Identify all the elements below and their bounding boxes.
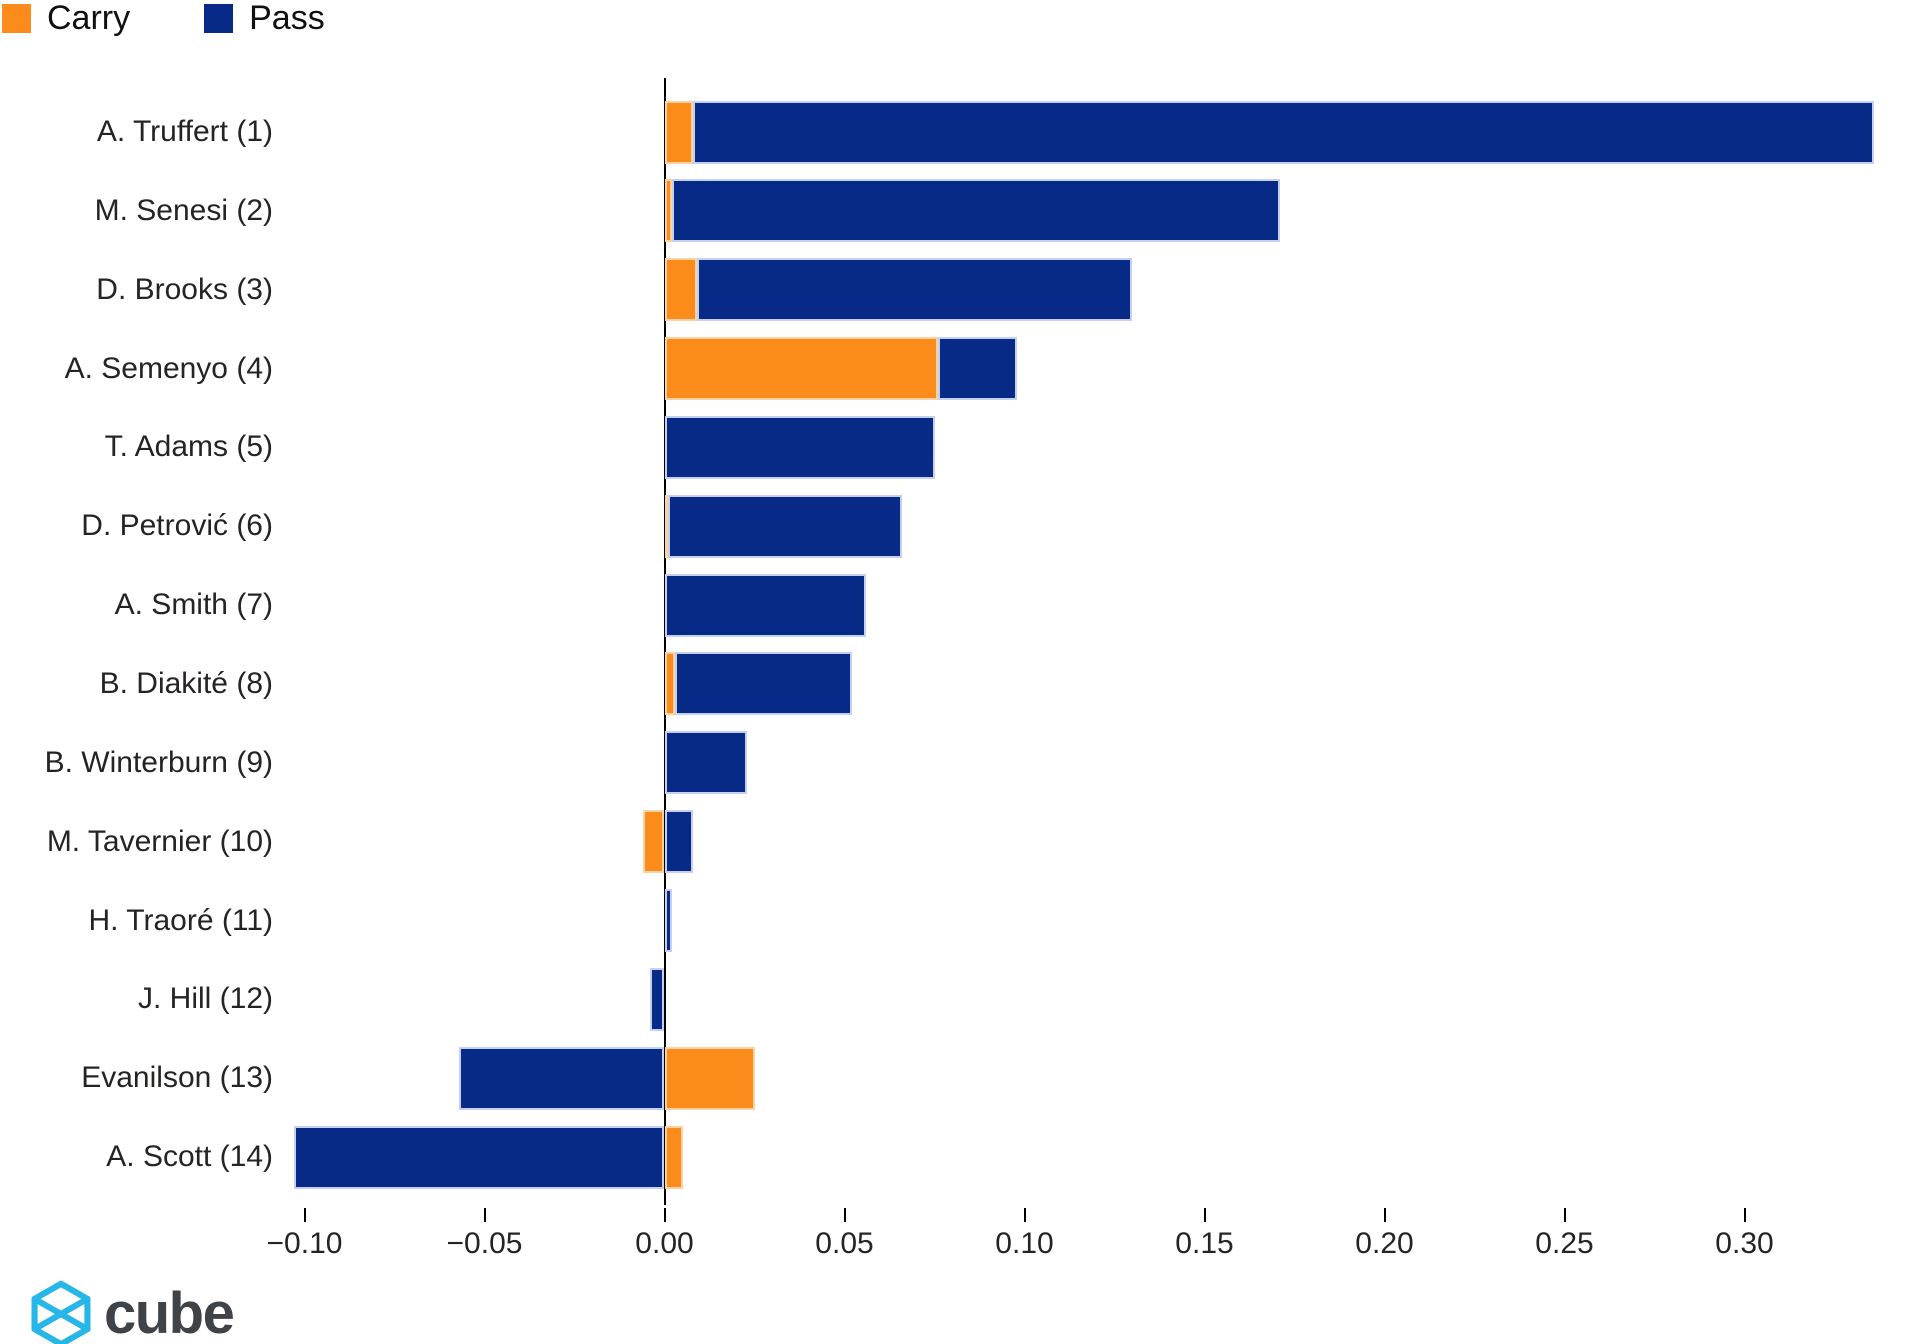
bar-segment-pass[interactable] (938, 337, 1018, 401)
bar-segment-pass[interactable] (664, 415, 935, 479)
bar-segment-carry[interactable] (664, 179, 672, 243)
x-tick-label: 0.05 (815, 1227, 874, 1260)
legend-item-carry[interactable]: Carry (2, 1, 130, 35)
x-tick-mark (1383, 1208, 1386, 1222)
category-label: B. Diakité (8) (99, 666, 273, 700)
bar-segment-carry[interactable] (664, 1125, 683, 1189)
x-tick-label: 0.00 (635, 1227, 694, 1260)
bar-segment-pass[interactable] (671, 179, 1281, 243)
x-tick-mark (1203, 1208, 1206, 1222)
legend-label-carry: Carry (47, 0, 131, 37)
category-label: A. Scott (14) (106, 1140, 273, 1174)
legend-label-pass: Pass (249, 0, 325, 37)
cube-wireframe-icon (31, 1280, 91, 1344)
x-tick-mark (1563, 1208, 1566, 1222)
category-label: D. Brooks (3) (96, 272, 273, 306)
bar-segment-carry[interactable] (642, 810, 665, 874)
bar-segment-carry[interactable] (664, 1046, 755, 1110)
bar-segment-pass[interactable] (664, 810, 694, 874)
x-tick-label: −0.05 (446, 1227, 523, 1260)
bar-segment-pass[interactable] (693, 100, 1875, 164)
bar-segment-pass[interactable] (664, 731, 748, 795)
bar-segment-pass[interactable] (293, 1125, 665, 1189)
logo-wordmark: cube (104, 1281, 235, 1344)
zero-axis-line (663, 78, 666, 1205)
legend-item-pass[interactable]: Pass (204, 1, 325, 35)
x-tick-mark (663, 1208, 666, 1222)
bar-segment-pass[interactable] (459, 1046, 665, 1110)
category-label: M. Tavernier (10) (46, 824, 273, 858)
category-label: B. Winterburn (9) (44, 745, 273, 779)
bar-segment-pass[interactable] (696, 258, 1133, 322)
bar-segment-pass[interactable] (650, 967, 665, 1031)
carry-swatch-icon (2, 3, 31, 33)
x-tick-mark (1743, 1208, 1746, 1222)
category-label: M. Senesi (2) (94, 193, 273, 227)
x-tick-label: −0.10 (266, 1227, 343, 1260)
pass-swatch-icon (204, 3, 234, 33)
x-tick-label: 0.10 (995, 1227, 1054, 1260)
x-tick-mark (303, 1208, 306, 1222)
x-tick-mark (1023, 1208, 1026, 1222)
bar-segment-carry[interactable] (664, 258, 697, 322)
bar-segment-carry[interactable] (664, 100, 694, 164)
x-tick-label: 0.15 (1175, 1227, 1234, 1260)
bar-segment-pass[interactable] (664, 889, 672, 952)
category-label: Evanilson (13) (81, 1061, 273, 1095)
bar-segment-carry[interactable] (664, 494, 669, 558)
x-tick-mark (843, 1208, 846, 1222)
cube-logo: cube (30, 1280, 235, 1344)
bar-segment-pass[interactable] (675, 652, 852, 716)
x-tick-label: 0.25 (1535, 1227, 1594, 1260)
category-label: H. Traoré (11) (88, 903, 274, 937)
x-tick-mark (483, 1208, 486, 1222)
category-label: T. Adams (5) (104, 430, 273, 464)
category-label: D. Petrović (6) (81, 509, 273, 543)
category-label: A. Semenyo (4) (64, 351, 273, 385)
legend: Carry Pass (2, 1, 325, 35)
category-label: A. Smith (7) (114, 588, 273, 622)
category-label: J. Hill (12) (137, 982, 273, 1016)
x-tick-label: 0.20 (1355, 1227, 1414, 1260)
bar-segment-carry[interactable] (664, 652, 676, 716)
bar-segment-pass[interactable] (664, 573, 867, 637)
bar-segment-carry[interactable] (664, 337, 939, 401)
x-tick-label: 0.30 (1715, 1227, 1774, 1260)
bar-segment-pass[interactable] (668, 494, 903, 558)
category-label: A. Truffert (1) (96, 115, 273, 148)
